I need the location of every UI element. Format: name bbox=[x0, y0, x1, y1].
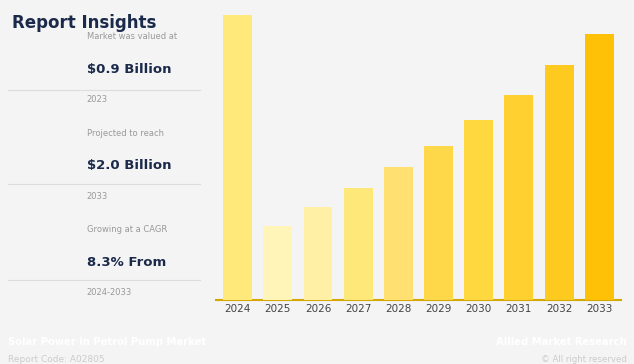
Text: Report Insights: Report Insights bbox=[13, 15, 157, 32]
Text: Projected to reach: Projected to reach bbox=[86, 129, 164, 138]
Text: 2023: 2023 bbox=[86, 95, 108, 104]
Text: 2024-2033: 2024-2033 bbox=[86, 288, 132, 297]
Bar bbox=[545, 66, 574, 364]
Text: 2033: 2033 bbox=[86, 192, 108, 201]
Text: Growing at a CAGR: Growing at a CAGR bbox=[86, 225, 167, 234]
Text: 8.3% From: 8.3% From bbox=[86, 256, 166, 269]
Text: Allied Market Research: Allied Market Research bbox=[496, 337, 626, 347]
Text: Report Code: A02805: Report Code: A02805 bbox=[8, 355, 104, 364]
Bar bbox=[424, 146, 453, 364]
Text: Market was valued at: Market was valued at bbox=[86, 32, 177, 41]
Bar bbox=[464, 120, 493, 364]
Bar bbox=[585, 33, 614, 364]
Bar bbox=[223, 0, 252, 364]
Text: © All right reserved: © All right reserved bbox=[541, 355, 626, 364]
Text: $0.9 Billion: $0.9 Billion bbox=[86, 63, 171, 76]
Bar bbox=[263, 226, 292, 364]
Text: $2.0 Billion: $2.0 Billion bbox=[86, 159, 171, 173]
Bar bbox=[384, 167, 413, 364]
Text: Solar Power in Petrol Pump Market: Solar Power in Petrol Pump Market bbox=[8, 337, 205, 347]
Bar bbox=[344, 188, 373, 364]
Bar bbox=[304, 207, 332, 364]
Bar bbox=[505, 95, 533, 364]
